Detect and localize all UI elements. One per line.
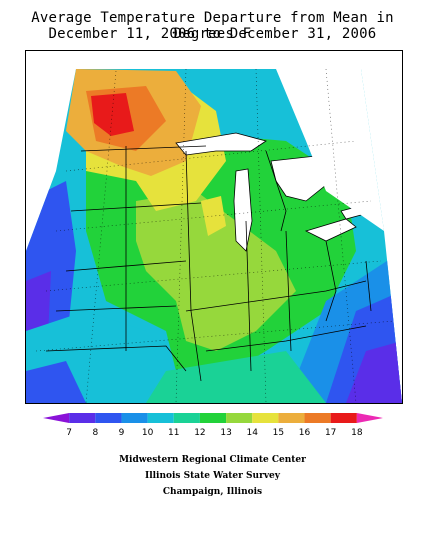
legend-swatch bbox=[226, 413, 253, 423]
legend-swatch bbox=[304, 413, 331, 423]
legend-tick-label: 7 bbox=[66, 428, 72, 438]
map-date-range: December 11, 2006 to December 31, 2006 bbox=[48, 26, 377, 42]
no-data-area bbox=[276, 69, 384, 231]
legend-tick-label: 11 bbox=[168, 428, 179, 438]
legend-swatch bbox=[252, 413, 279, 423]
legend-swatch bbox=[43, 413, 70, 423]
legend-swatch bbox=[173, 413, 200, 423]
legend-swatch bbox=[199, 413, 227, 423]
credit-org: Midwestern Regional Climate Center bbox=[119, 455, 306, 465]
legend-swatch bbox=[278, 413, 305, 423]
temperature-departure-map bbox=[26, 51, 402, 403]
legend-tick-label: 16 bbox=[299, 428, 311, 438]
legend-swatch bbox=[69, 413, 96, 423]
map-panel bbox=[25, 50, 403, 404]
legend-tick-label: 17 bbox=[325, 428, 336, 438]
legend-swatch bbox=[356, 413, 383, 423]
legend-tick-label: 18 bbox=[351, 428, 363, 438]
legend-tick-label: 14 bbox=[247, 428, 259, 438]
legend-swatch bbox=[147, 413, 174, 423]
graticule bbox=[35, 68, 395, 403]
legend-swatch bbox=[330, 413, 357, 423]
color-legend: 7 8 9 10 11 12 13 14 15 16 17 18 bbox=[43, 413, 383, 438]
credit-survey: Illinois State Water Survey bbox=[144, 471, 281, 481]
legend-tick-label: 9 bbox=[119, 428, 125, 438]
legend-tick-label: 8 bbox=[92, 428, 98, 438]
legend-tick-label: 12 bbox=[194, 428, 205, 438]
legend-tick-label: 15 bbox=[273, 428, 284, 438]
state-borders bbox=[45, 145, 372, 382]
legend-tick-label: 10 bbox=[142, 428, 154, 438]
credit-location: Champaign, Illinois bbox=[162, 487, 263, 497]
legend-swatch bbox=[121, 413, 148, 423]
map-title: Average Temperature Departure from Mean … bbox=[31, 10, 394, 42]
legend-swatch bbox=[95, 413, 122, 423]
legend-tick-label: 13 bbox=[220, 428, 231, 438]
